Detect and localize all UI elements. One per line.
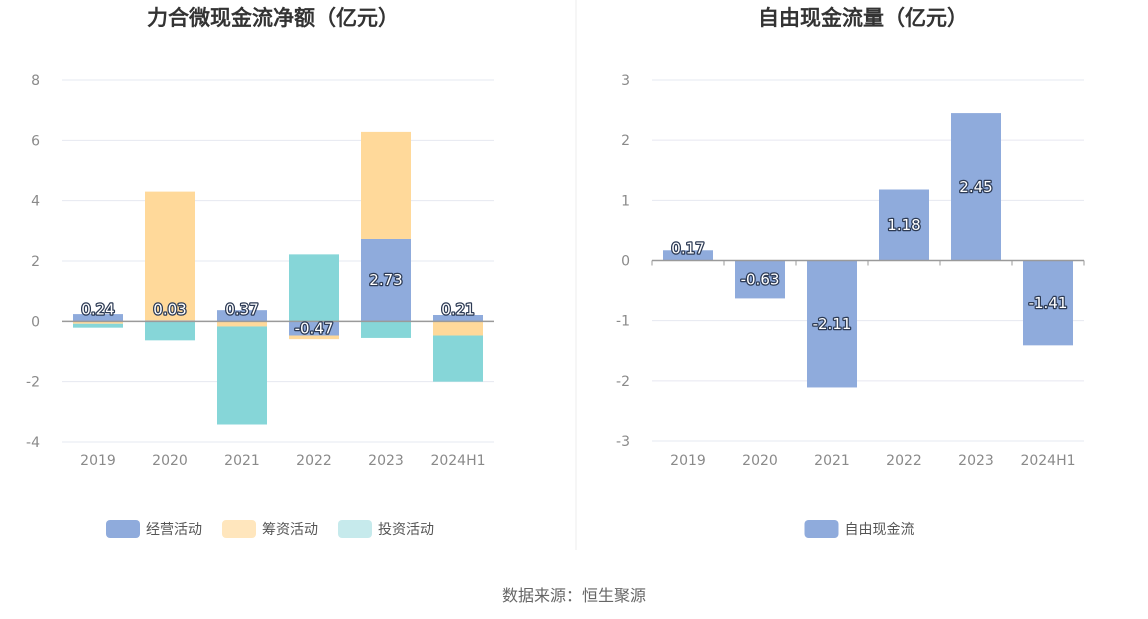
bar-investing xyxy=(145,321,195,341)
bar-financing xyxy=(361,131,411,239)
data-source-note: 数据来源：恒生聚源 xyxy=(501,586,646,605)
bar-investing xyxy=(289,254,339,322)
x-tick-label: 2022 xyxy=(886,453,922,469)
chart-title-right: 自由现金流量（亿元） xyxy=(758,6,968,30)
chart-title-left: 力合微现金流净额（亿元） xyxy=(147,6,399,30)
y-tick-label: -2 xyxy=(616,374,630,390)
bar-financing xyxy=(217,321,267,327)
legend-label: 自由现金流 xyxy=(845,522,915,538)
cash-flow-net-chart: 力合微现金流净额（亿元） -4 -2 0 2 4 6 8 2019 2020 2021 2022 20… xyxy=(26,6,494,538)
legend-swatch xyxy=(804,520,839,538)
bar-investing xyxy=(73,323,123,328)
data-label: 1.18 xyxy=(887,216,920,234)
bar-operating xyxy=(361,238,411,322)
legend-label: 投资活动 xyxy=(378,522,434,538)
y-tick-label: 2 xyxy=(31,254,40,270)
bar-investing xyxy=(361,321,411,338)
bar-investing xyxy=(433,335,483,382)
y-tick-label: 3 xyxy=(621,73,630,89)
data-label: -1.41 xyxy=(1029,294,1068,312)
bar-financing xyxy=(73,321,123,324)
y-tick-label: -1 xyxy=(616,314,630,330)
data-label: 0.21 xyxy=(441,300,474,318)
data-label: 0.03 xyxy=(153,300,186,318)
x-tick-label: 2024H1 xyxy=(430,453,485,469)
x-tick-label: 2019 xyxy=(80,453,116,469)
x-tick-label: 2023 xyxy=(958,453,994,469)
x-tick-label: 2023 xyxy=(368,453,404,469)
data-label: 2.73 xyxy=(369,271,402,289)
y-tick-label: 2 xyxy=(621,133,630,149)
x-tick-label: 2021 xyxy=(814,453,850,469)
data-label: 0.24 xyxy=(81,300,114,318)
data-label: 2.45 xyxy=(959,178,992,196)
x-tick-label: 2024H1 xyxy=(1020,453,1075,469)
data-label: 0.37 xyxy=(225,300,258,318)
x-tick-label: 2020 xyxy=(152,453,188,469)
y-tick-label: 6 xyxy=(31,133,40,149)
legend-swatch xyxy=(106,520,140,538)
x-tick-label: 2022 xyxy=(296,453,332,469)
y-tick-label: 4 xyxy=(31,194,40,210)
bar-financing xyxy=(289,335,339,340)
legend-label: 经营活动 xyxy=(146,522,202,538)
bar-free-cash-flow xyxy=(663,250,713,261)
data-label: -0.63 xyxy=(741,270,780,288)
y-tick-label: 8 xyxy=(31,73,40,89)
free-cash-flow-chart: 自由现金流量（亿元） -3 -2 -1 0 1 2 3 2019 2020 2021 2022 202… xyxy=(616,6,1085,538)
y-tick-label: -4 xyxy=(26,435,40,451)
bar-operating xyxy=(217,310,267,322)
data-label: 0.17 xyxy=(671,240,704,258)
bar-operating xyxy=(73,314,123,322)
bar-free-cash-flow xyxy=(879,189,929,261)
x-tick-label: 2021 xyxy=(224,453,260,469)
bar-free-cash-flow xyxy=(1023,260,1073,346)
data-label: -2.11 xyxy=(813,315,852,333)
y-tick-label: 1 xyxy=(621,193,630,209)
legend-swatch xyxy=(222,520,256,538)
bar-financing xyxy=(433,321,483,336)
bar-free-cash-flow xyxy=(951,113,1001,261)
x-tick-label: 2020 xyxy=(742,453,778,469)
legend-label: 筹资活动 xyxy=(262,521,318,538)
bar-free-cash-flow xyxy=(807,260,857,388)
y-tick-label: 0 xyxy=(621,254,630,270)
bar-financing xyxy=(145,191,195,321)
legend-swatch xyxy=(338,520,372,538)
y-tick-label: 0 xyxy=(31,314,40,330)
y-tick-label: -3 xyxy=(616,434,630,450)
bar-investing xyxy=(217,326,267,425)
x-tick-label: 2019 xyxy=(670,453,706,469)
y-tick-label: -2 xyxy=(26,375,40,391)
bar-operating xyxy=(433,314,483,322)
bar-free-cash-flow xyxy=(735,260,785,299)
bar-operating xyxy=(289,321,339,336)
data-label: -0.47 xyxy=(295,319,334,337)
